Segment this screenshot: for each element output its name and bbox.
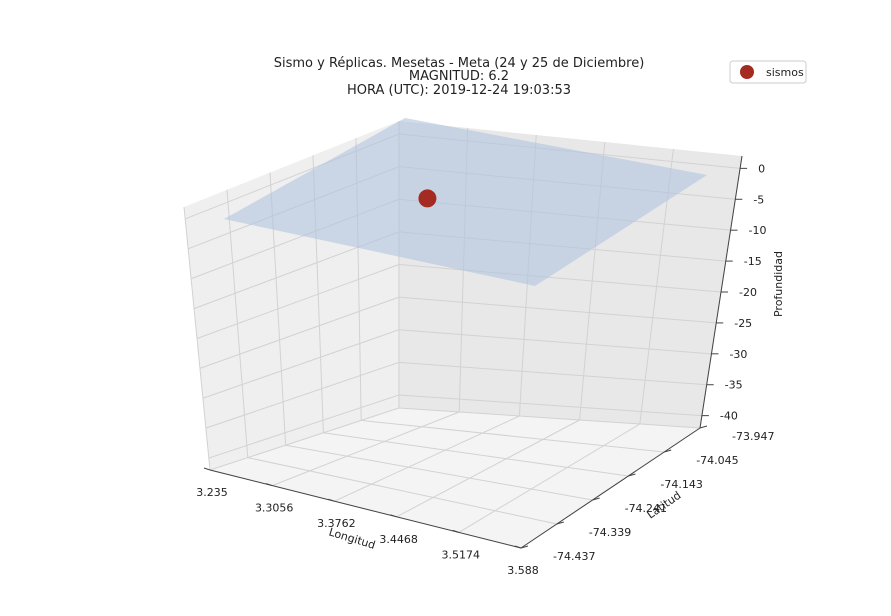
grid-line-floor-x: [272, 411, 460, 487]
z-tick-label: -25: [734, 317, 752, 330]
grid-line-right-z: [398, 296, 717, 324]
grid-line-floor-y: [285, 444, 593, 501]
grid-line-floor-y: [361, 419, 665, 453]
y-tick-label: -74.241: [625, 502, 667, 515]
grid-line-floor-y: [323, 432, 629, 477]
z-axis-label: Profundidad: [772, 251, 785, 317]
x-tick-mark: [390, 514, 397, 518]
z-tick-label: -5: [753, 193, 764, 206]
x-tick-label: 3.3056: [255, 502, 294, 515]
y-tick-label: -73.947: [732, 430, 774, 443]
grid-line-left-z: [208, 394, 400, 459]
grid-line-right-z: [398, 394, 702, 417]
y-tick-label: -74.045: [696, 454, 738, 467]
y-tick-mark: [556, 521, 564, 525]
x-tick-label: 3.5174: [442, 548, 481, 561]
y-tick-label: -74.143: [660, 478, 702, 491]
z-tick-label: 0: [758, 162, 765, 175]
grid-line-floor-y: [247, 457, 557, 525]
grid-line-floor-x: [334, 415, 520, 502]
z-tick-label: -35: [725, 379, 743, 392]
grid-line-floor-x: [458, 423, 641, 533]
z-tick-label: -30: [729, 348, 747, 361]
grid-line-floor-x: [209, 407, 400, 471]
y-tick-label: -74.339: [589, 526, 631, 539]
x-tick-mark: [452, 529, 459, 533]
scatter-point-sismos: [418, 189, 437, 208]
y-tick-label: -74.437: [553, 550, 595, 563]
y-tick-mark: [520, 545, 529, 549]
grid-line-right-z: [398, 329, 712, 355]
z-tick-label: -15: [744, 255, 762, 268]
z-tick-label: -40: [720, 410, 738, 423]
scatter-marks: [418, 189, 437, 208]
grid-line-left-z: [202, 329, 400, 399]
legend-label-sismos: sismos: [766, 66, 804, 79]
grid-line-left-z: [196, 264, 400, 339]
x-tick-label: 3.235: [196, 486, 228, 499]
grid-line-left-z: [199, 296, 400, 369]
grid-line-right-z: [398, 361, 707, 386]
chart-title-line-2: MAGNITUD: 6.2: [409, 69, 509, 84]
chart-title-line-1: Sismo y Réplicas. Mesetas - Meta (24 y 2…: [274, 56, 645, 71]
surface-plane: [224, 118, 707, 286]
legend: sismos: [729, 60, 807, 84]
grid-line-floor-x: [396, 419, 580, 518]
x-axis-line: [209, 469, 522, 549]
legend-marker-sismos: [740, 65, 754, 79]
y-tick-mark: [628, 473, 636, 477]
grid-line-right-z: [398, 264, 722, 293]
grid-line-left-z: [205, 361, 400, 429]
grid-line-floor-y: [398, 407, 701, 429]
x-tick-mark: [266, 483, 273, 487]
x-tick-label: 3.588: [507, 564, 539, 577]
z-tick-label: -20: [739, 286, 757, 299]
z-axis-ticks: 0 -5 -10 -15 -20 -25 -30 -35 -40: [701, 162, 767, 423]
y-tick-mark: [699, 425, 708, 429]
y-tick-mark: [664, 449, 672, 453]
x-axis-ticks: 3.235 3.3056 3.3762 3.4468 3.5174 3.588: [196, 467, 539, 577]
x-tick-mark: [328, 498, 335, 502]
y-axis-ticks: -74.437 -74.339 -74.241 -74.143 -74.045 -73.9…: [520, 425, 774, 563]
x-tick-label: 3.4468: [379, 533, 418, 546]
y-axis-line: [520, 427, 701, 549]
chart-title-line-3: HORA (UTC): 2019-12-24 19:03:53: [347, 83, 571, 98]
x-tick-mark: [203, 467, 211, 471]
y-tick-mark: [592, 497, 600, 501]
z-tick-label: -10: [749, 224, 767, 237]
x-tick-mark: [514, 545, 522, 549]
x-tick-label: 3.3762: [317, 517, 356, 530]
